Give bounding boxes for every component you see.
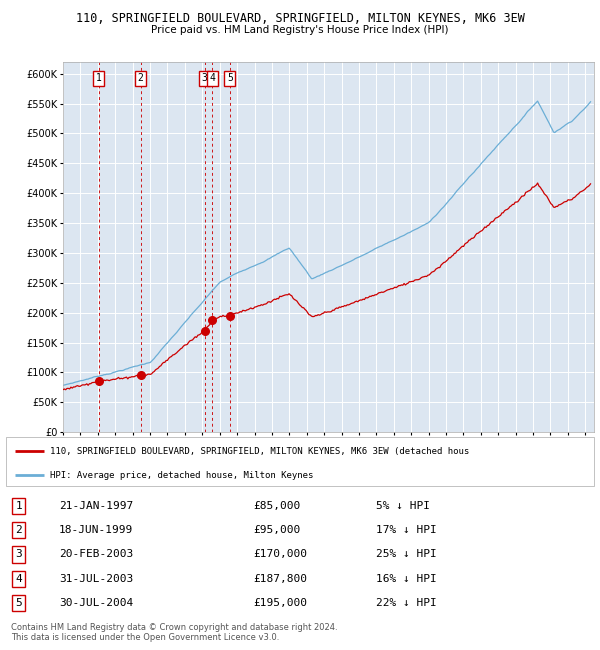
Text: 1: 1 [96,73,102,83]
Text: 20-FEB-2003: 20-FEB-2003 [59,549,133,560]
Text: 2: 2 [16,525,22,535]
Text: 110, SPRINGFIELD BOULEVARD, SPRINGFIELD, MILTON KEYNES, MK6 3EW (detached hous: 110, SPRINGFIELD BOULEVARD, SPRINGFIELD,… [50,447,469,456]
Text: 25% ↓ HPI: 25% ↓ HPI [376,549,437,560]
Text: 110, SPRINGFIELD BOULEVARD, SPRINGFIELD, MILTON KEYNES, MK6 3EW: 110, SPRINGFIELD BOULEVARD, SPRINGFIELD,… [76,12,524,25]
Text: £187,800: £187,800 [253,574,307,584]
Text: 5: 5 [16,598,22,608]
Text: 17% ↓ HPI: 17% ↓ HPI [376,525,437,535]
FancyBboxPatch shape [6,437,594,486]
Text: 1: 1 [16,501,22,511]
Text: Price paid vs. HM Land Registry's House Price Index (HPI): Price paid vs. HM Land Registry's House … [151,25,449,34]
Text: 21-JAN-1997: 21-JAN-1997 [59,501,133,511]
Text: 5: 5 [227,73,233,83]
Text: £170,000: £170,000 [253,549,307,560]
Text: Contains HM Land Registry data © Crown copyright and database right 2024.
This d: Contains HM Land Registry data © Crown c… [11,623,337,642]
Text: 4: 4 [16,574,22,584]
Text: 18-JUN-1999: 18-JUN-1999 [59,525,133,535]
Text: 4: 4 [209,73,215,83]
Text: £95,000: £95,000 [253,525,300,535]
Text: 3: 3 [16,549,22,560]
Text: 22% ↓ HPI: 22% ↓ HPI [376,598,437,608]
Text: 31-JUL-2003: 31-JUL-2003 [59,574,133,584]
Text: 3: 3 [202,73,208,83]
Text: 16% ↓ HPI: 16% ↓ HPI [376,574,437,584]
Text: £85,000: £85,000 [253,501,300,511]
Text: 5% ↓ HPI: 5% ↓ HPI [376,501,430,511]
Text: £195,000: £195,000 [253,598,307,608]
Text: HPI: Average price, detached house, Milton Keynes: HPI: Average price, detached house, Milt… [50,471,313,480]
Text: 30-JUL-2004: 30-JUL-2004 [59,598,133,608]
Text: 2: 2 [138,73,143,83]
